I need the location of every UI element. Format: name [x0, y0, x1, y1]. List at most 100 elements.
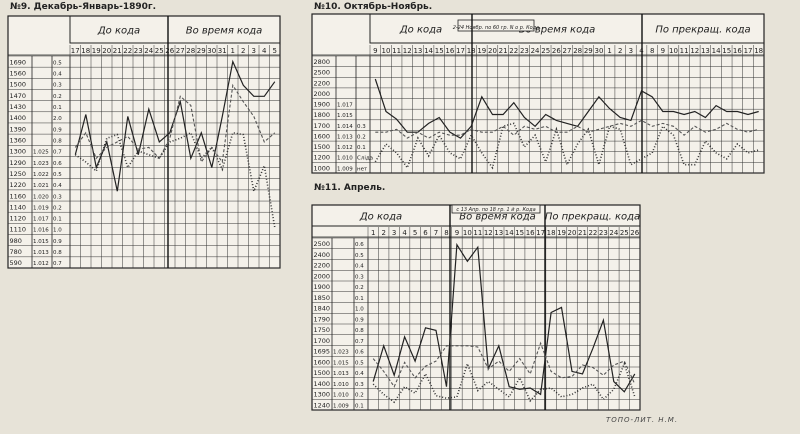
chart-1-table-cell-weight: 1470 — [10, 92, 27, 100]
chart-3-table-cell-weight: 2400 — [314, 251, 331, 259]
chart-1-table-cell-value: 0.8 — [53, 138, 62, 144]
chart-3-x-tick-label: 9 — [455, 229, 459, 237]
chart-1-table-cell-density: 1.020 — [33, 194, 49, 200]
chart-1-table-cell-value: 0.8 — [53, 250, 62, 256]
chart-1-table-cell-density: 1.019 — [33, 205, 49, 211]
chart-3-x-tick-label: 26 — [630, 229, 639, 237]
chart-2-series-1-line — [374, 78, 759, 139]
chart-3-x-tick-label: 25 — [620, 229, 629, 237]
chart-1-x-tick-label: 1 — [231, 47, 235, 55]
chart-2-table-cell-density: 1.017 — [337, 103, 353, 109]
chart-2-table-cell-weight: 2800 — [314, 58, 331, 66]
chart-1-frame — [7, 15, 281, 269]
chart-1-table-cell-weight: 1290 — [10, 159, 27, 167]
chart-3-table-cell-weight: 1695 — [314, 348, 331, 356]
chart-2-table-cell-density: 1.015 — [337, 113, 353, 119]
chart-2-x-tick-label: 15 — [435, 47, 444, 55]
chart-2-x-tick-label: 24 — [531, 47, 540, 55]
chart-2-table-cell-weight: 2500 — [314, 69, 331, 77]
chart-1-table-cell-density: 1.015 — [33, 239, 49, 245]
chart-3-table-cell-weight: 1240 — [314, 401, 331, 409]
chart-2-x-tick-label: 20 — [488, 47, 497, 55]
chart-2-period-label: Во время кода — [519, 25, 596, 36]
chart-1-x-tick-label: 22 — [123, 47, 132, 55]
chart-3-table-cell-density: 1.015 — [333, 360, 349, 366]
chart-3-x-tick-label: 1 — [371, 229, 375, 237]
chart-2-annotation: 2-24 Ноябр. по 60 гр. N о р. Кода — [453, 25, 540, 31]
chart-1-table-cell-density: 1.022 — [33, 172, 49, 178]
chart-2-table-cell-value: 0.2 — [357, 134, 366, 140]
chart-1-table-cell-density: 1.023 — [33, 161, 49, 167]
chart-1-table-cell-value: 0.7 — [53, 261, 62, 267]
chart-3-x-tick-label: 20 — [568, 229, 577, 237]
chart-2-frame — [311, 13, 765, 174]
chart-2-table-cell-value: 0.3 — [357, 124, 366, 130]
chart-1-table-cell-weight: 780 — [10, 248, 22, 256]
chart-2-x-tick-label: 8 — [650, 47, 654, 55]
chart-3-series-3-line — [372, 361, 636, 404]
chart-1-x-tick-label: 29 — [197, 47, 206, 55]
chart-1-x-tick-label: 2 — [241, 47, 245, 55]
chart-2-table-cell-value: нет — [357, 166, 368, 172]
chart-2-x-tick-label: 18 — [754, 47, 763, 55]
chart-3-frame — [311, 204, 641, 411]
chart-1-x-tick-label: 28 — [186, 47, 195, 55]
chart-2-table-cell-density: 1.013 — [337, 134, 353, 140]
chart-3-x-tick-label: 11 — [473, 229, 482, 237]
chart-3-table-cell-density: 1.010 — [333, 382, 349, 388]
chart-1-table-cell-weight: 1560 — [10, 70, 27, 78]
chart-1-table-cell-weight: 1400 — [10, 114, 27, 122]
chart-3-table-cell-value: 0.5 — [355, 253, 364, 259]
chart-3-x-tick-label: 21 — [578, 229, 587, 237]
chart-3-series-2-line — [372, 341, 636, 388]
chart-2-x-tick-label: 10 — [382, 47, 391, 55]
chart-1-table-cell-density: 1.012 — [33, 261, 49, 267]
chart-2-period-label: По прекращ. кода — [655, 25, 750, 36]
chart-1-table-cell-density: 1.016 — [33, 228, 49, 234]
chart-2-x-tick-label: 17 — [456, 47, 465, 55]
chart-3-annotation: с 13 Апр. по 18 гр. 1 й р. Кода — [456, 207, 535, 213]
chart-2-x-tick-label: 13 — [701, 47, 710, 55]
chart-2-x-tick-label: 9 — [661, 47, 665, 55]
chart-2-x-tick-label: 28 — [573, 47, 582, 55]
chart-2-table-cell-value: 0.1 — [357, 145, 366, 151]
chart-2-x-tick-label: 15 — [722, 47, 731, 55]
chart-2-x-tick-label: 1 — [607, 47, 611, 55]
chart-1-table-cell-weight: 1390 — [10, 125, 27, 133]
chart-1-table-cell-density: 1.013 — [33, 250, 49, 256]
chart-3-table-cell-value: 0.3 — [355, 382, 364, 388]
chart-1-table-cell-value: 0.3 — [53, 194, 62, 200]
chart-2-table-cell-density: 1.010 — [337, 156, 353, 162]
chart-3-table-cell-weight: 2500 — [314, 240, 331, 248]
chart-3-table-cell-value: 0.1 — [355, 296, 364, 302]
chart-2-x-tick-label: 23 — [520, 47, 529, 55]
chart-1-table-cell-density: 1.025 — [33, 150, 49, 156]
chart-3-x-tick-label: 18 — [547, 229, 556, 237]
chart-3-x-tick-label: 12 — [484, 229, 493, 237]
chart-3-table-cell-value: 0.8 — [355, 328, 364, 334]
chart-3-period-label: До кода — [359, 212, 402, 223]
chart-3-table-cell-weight: 1600 — [314, 358, 331, 366]
chart-3-table-cell-value: 1.0 — [355, 307, 364, 313]
chart-2-x-tick-label: 2 — [618, 47, 622, 55]
chart-3-table-cell-value: 0.1 — [355, 403, 364, 409]
chart-1-x-tick-label: 20 — [102, 47, 111, 55]
chart-1-table-cell-density: 1.021 — [33, 183, 49, 189]
chart-1-table-cell-weight: 1140 — [10, 203, 27, 211]
chart-2-x-tick-label: 14 — [712, 47, 721, 55]
chart-1-table-cell-weight: 590 — [10, 259, 22, 267]
chart-3-table-cell-value: 0.7 — [355, 339, 364, 345]
chart-2-series-2-line — [375, 119, 759, 139]
chart-3-period-label: По прекращ. кода — [545, 212, 640, 223]
chart-3-table-cell-weight: 1900 — [314, 283, 331, 291]
chart-3-table-cell-value: 0.2 — [355, 393, 364, 399]
chart-3-x-tick-label: 8 — [444, 229, 448, 237]
chart-3-table-cell-weight: 1300 — [314, 391, 331, 399]
chart-1-table-cell-value: 0.6 — [53, 161, 62, 167]
chart-3-x-tick-label: 7 — [434, 229, 438, 237]
chart-1-table-cell-value: 0.1 — [53, 105, 62, 111]
chart-1-table-cell-weight: 1160 — [10, 192, 27, 200]
chart-3-x-tick-label: 5 — [413, 229, 417, 237]
chart-1-x-tick-label: 31 — [218, 47, 227, 55]
